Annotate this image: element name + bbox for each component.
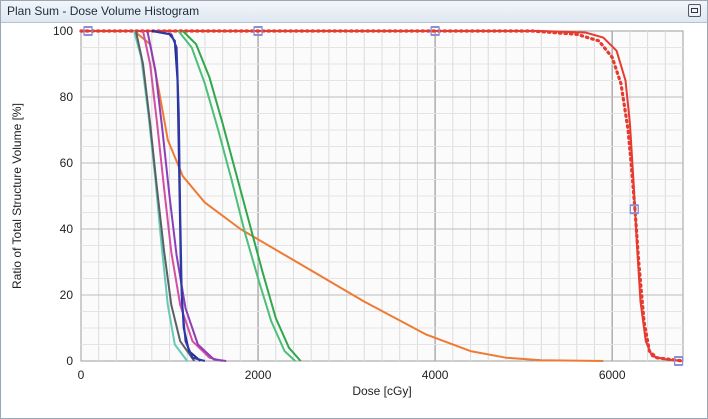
grid-lines: [81, 31, 683, 361]
dvh-curve[interactable]: [177, 30, 296, 362]
y-tick-label: 60: [60, 156, 74, 170]
curve-marker[interactable]: [430, 26, 440, 36]
x-tick-label: 0: [78, 368, 85, 382]
y-tick-label: 80: [60, 90, 74, 104]
x-tick-label: 6000: [599, 368, 626, 382]
restore-icon-glyph: [691, 8, 698, 13]
curve-marker[interactable]: [253, 26, 263, 36]
dvh-curve[interactable]: [134, 30, 196, 362]
dvh-curve[interactable]: [153, 30, 206, 362]
dvh-curve[interactable]: [182, 30, 302, 362]
restore-window-icon[interactable]: [688, 4, 701, 17]
y-tick-label: 20: [60, 288, 74, 302]
dvh-curve[interactable]: [142, 30, 223, 362]
x-tick-label: 4000: [422, 368, 449, 382]
curve-marker[interactable]: [673, 356, 684, 366]
x-axis-label: Dose [cGy]: [352, 384, 411, 398]
curve-marker[interactable]: [83, 26, 93, 36]
window-title: Plan Sum - Dose Volume Histogram: [7, 4, 200, 18]
title-bar: Plan Sum - Dose Volume Histogram: [1, 1, 707, 23]
curve-marker[interactable]: [629, 204, 639, 215]
y-tick-label: 0: [66, 354, 73, 368]
tick-labels: 0 2000 4000 6000 0 20 40 60 80 100: [53, 24, 626, 382]
y-axis-label: Ratio of Total Structure Volume [%]: [10, 103, 24, 289]
dvh-curve[interactable]: [146, 30, 227, 362]
x-tick-label: 2000: [245, 368, 272, 382]
y-tick-label: 40: [60, 222, 74, 236]
dvh-curve[interactable]: [133, 30, 604, 362]
dvh-curve[interactable]: [79, 29, 685, 363]
series-group: [79, 26, 685, 366]
dvh-curve[interactable]: [81, 30, 684, 362]
y-tick-label: 100: [53, 24, 73, 38]
dvh-chart: 0 2000 4000 6000 0 20 40 60 80 100 Dose [cGy] Rat…: [10, 24, 685, 398]
